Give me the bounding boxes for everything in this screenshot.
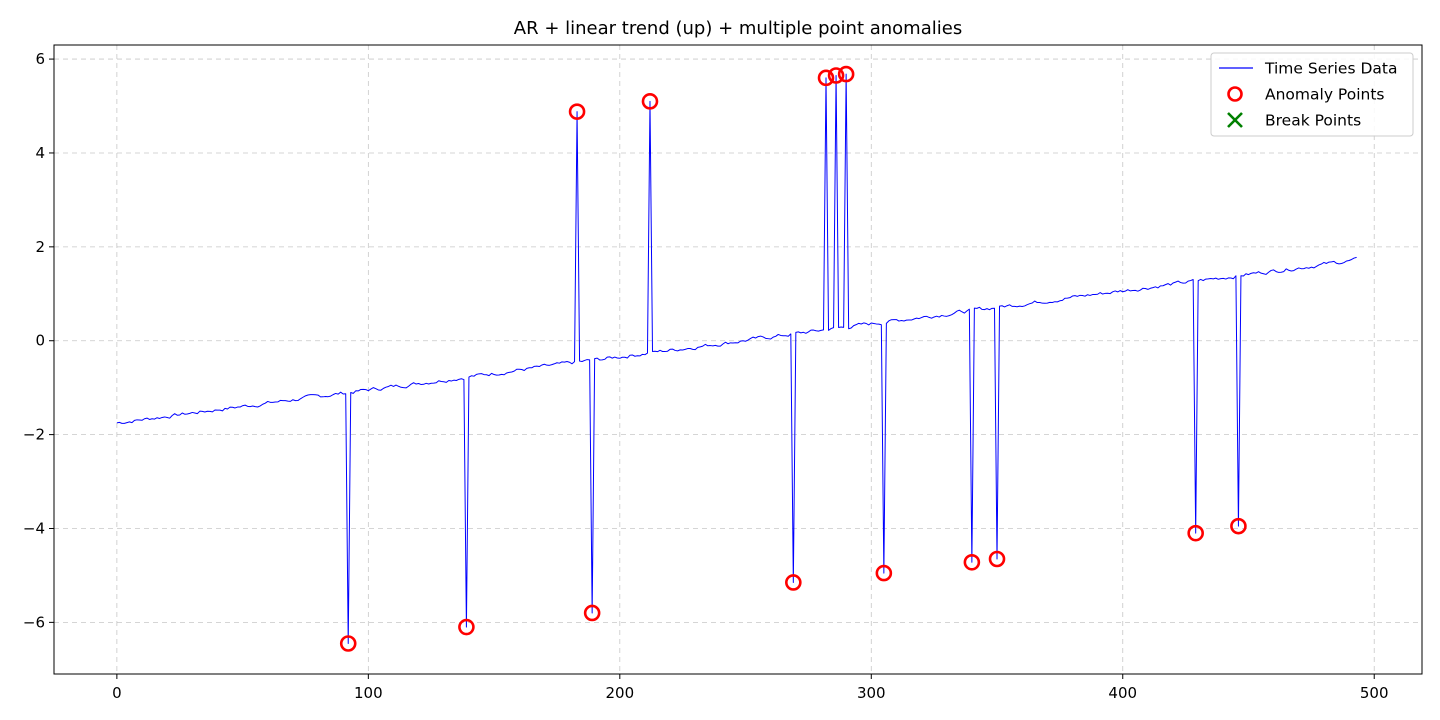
x-tick-label: 100 <box>354 684 383 702</box>
anomaly-point <box>568 103 586 120</box>
anomaly-point <box>817 69 835 87</box>
anomaly-point <box>963 553 981 571</box>
chart-title: AR + linear trend (up) + multiple point … <box>514 18 962 39</box>
anomaly-point <box>641 93 659 110</box>
grid <box>54 45 1422 674</box>
axis-ticks: 0 100 200 300 400 500 −6 −4 −2 0 2 4 6 <box>23 50 1389 702</box>
y-tick-label: −4 <box>23 519 45 537</box>
legend-x-swatch <box>1227 112 1243 128</box>
plot-frame <box>53 44 1423 675</box>
y-tick-label: 0 <box>35 332 45 350</box>
anomaly-point <box>837 65 855 83</box>
anomaly-point <box>988 550 1006 568</box>
anomaly-layer <box>339 65 1247 652</box>
anomaly-point <box>827 67 845 84</box>
x-tick-label: 200 <box>605 684 634 702</box>
y-tick-label: 2 <box>35 238 45 256</box>
anomaly-point <box>785 574 802 591</box>
series-layer <box>116 73 1357 644</box>
y-tick-label: 4 <box>35 144 45 162</box>
legend-label: Time Series Data <box>1264 60 1397 78</box>
anomaly-point <box>583 604 601 622</box>
x-tick-label: 500 <box>1360 684 1389 702</box>
x-tick-label: 0 <box>112 684 122 702</box>
series-line-time-series-data <box>116 73 1357 644</box>
legend-label: Anomaly Points <box>1265 86 1384 104</box>
anomaly-point <box>339 635 357 652</box>
legend: Time Series Data Anomaly Points Break Poin… <box>1210 52 1414 137</box>
anomaly-point <box>875 564 893 582</box>
y-tick-label: 6 <box>35 50 45 68</box>
anomaly-point <box>1230 517 1247 535</box>
x-tick-label: 300 <box>857 684 886 702</box>
legend-label: Break Points <box>1265 112 1361 130</box>
anomaly-point <box>458 618 475 636</box>
y-tick-label: −2 <box>23 426 45 444</box>
anomaly-point <box>1187 524 1204 542</box>
y-tick-label: −6 <box>23 613 45 631</box>
legend-box <box>1210 52 1414 137</box>
x-tick-label: 400 <box>1108 684 1137 702</box>
legend-circle-swatch <box>1227 86 1243 102</box>
